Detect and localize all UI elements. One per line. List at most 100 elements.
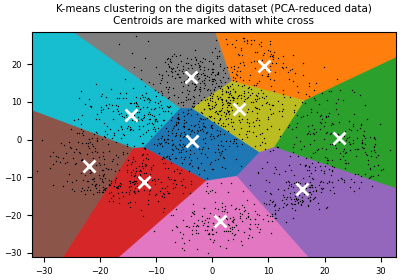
Point xyxy=(199,127,206,131)
Point xyxy=(254,115,260,120)
Point xyxy=(214,56,220,61)
Point xyxy=(135,189,142,193)
Point xyxy=(133,34,140,38)
Point xyxy=(236,114,242,118)
Point xyxy=(188,57,194,61)
Point xyxy=(108,87,114,91)
Point xyxy=(267,42,274,46)
Point xyxy=(116,42,123,46)
Point xyxy=(331,165,337,169)
Point xyxy=(228,42,235,46)
Point xyxy=(201,221,208,226)
Point xyxy=(214,121,221,125)
Point xyxy=(195,224,202,228)
Point xyxy=(180,71,186,75)
Point xyxy=(211,87,218,91)
Point xyxy=(196,125,202,129)
Point xyxy=(248,87,254,92)
Point xyxy=(70,155,76,160)
Point xyxy=(127,178,133,183)
Point xyxy=(293,135,299,139)
Point xyxy=(224,216,230,221)
Point xyxy=(224,108,230,113)
Point xyxy=(170,142,176,146)
Point xyxy=(252,99,259,104)
Point xyxy=(209,104,216,108)
Point xyxy=(139,164,145,169)
Point xyxy=(226,84,233,89)
Point xyxy=(108,189,114,194)
Point xyxy=(68,146,74,150)
Point xyxy=(206,77,212,82)
Point xyxy=(238,46,244,51)
Title: K-means clustering on the digits dataset (PCA-reduced data)
Centroids are marked: K-means clustering on the digits dataset… xyxy=(56,4,372,26)
Point xyxy=(333,146,339,150)
Point xyxy=(305,81,312,86)
Point xyxy=(233,223,240,227)
Point xyxy=(207,134,213,139)
Point xyxy=(204,228,210,232)
Point xyxy=(197,59,204,63)
Point xyxy=(291,202,297,207)
Point xyxy=(181,120,187,125)
Point xyxy=(223,117,229,122)
Point xyxy=(228,203,234,207)
Point xyxy=(147,188,153,192)
Point xyxy=(306,84,312,88)
Point xyxy=(207,93,213,97)
Point xyxy=(213,54,220,58)
Point xyxy=(208,122,214,127)
Point xyxy=(60,183,66,188)
Point xyxy=(223,105,230,109)
Point xyxy=(233,206,239,210)
Point xyxy=(191,137,197,141)
Point xyxy=(255,117,262,122)
Point xyxy=(262,141,268,145)
Point xyxy=(232,38,239,43)
Point xyxy=(288,127,295,131)
Point xyxy=(138,169,144,173)
Point xyxy=(290,150,296,154)
Point xyxy=(188,158,195,162)
Point xyxy=(207,137,214,142)
Point xyxy=(282,203,289,207)
Point xyxy=(131,174,137,178)
Point xyxy=(362,142,369,146)
Point xyxy=(209,167,215,172)
Point xyxy=(113,153,119,158)
Point xyxy=(252,217,258,221)
Point xyxy=(258,87,264,92)
Point xyxy=(132,158,138,163)
Point xyxy=(85,141,92,146)
Point xyxy=(286,180,292,185)
Point xyxy=(328,123,334,127)
Point xyxy=(96,188,102,193)
Point xyxy=(141,146,148,151)
Point xyxy=(265,48,271,52)
Point xyxy=(220,68,226,73)
Point xyxy=(143,171,149,176)
Point xyxy=(184,111,191,115)
Point xyxy=(169,125,176,130)
Point xyxy=(370,164,377,168)
Point xyxy=(186,127,192,132)
Point xyxy=(215,70,221,74)
Point xyxy=(263,178,269,182)
Point xyxy=(223,98,230,102)
Point xyxy=(114,186,121,190)
Point xyxy=(359,140,365,144)
Point xyxy=(232,90,238,95)
Point xyxy=(212,85,218,89)
Point xyxy=(193,57,199,62)
Point xyxy=(276,109,282,113)
Point xyxy=(302,101,308,105)
Point xyxy=(232,89,238,93)
Point xyxy=(309,183,315,187)
Point xyxy=(180,123,186,128)
Point xyxy=(86,104,93,108)
Point xyxy=(223,111,230,115)
Point xyxy=(210,92,216,97)
Point xyxy=(226,223,232,228)
Point xyxy=(263,202,270,207)
Point xyxy=(178,155,184,160)
